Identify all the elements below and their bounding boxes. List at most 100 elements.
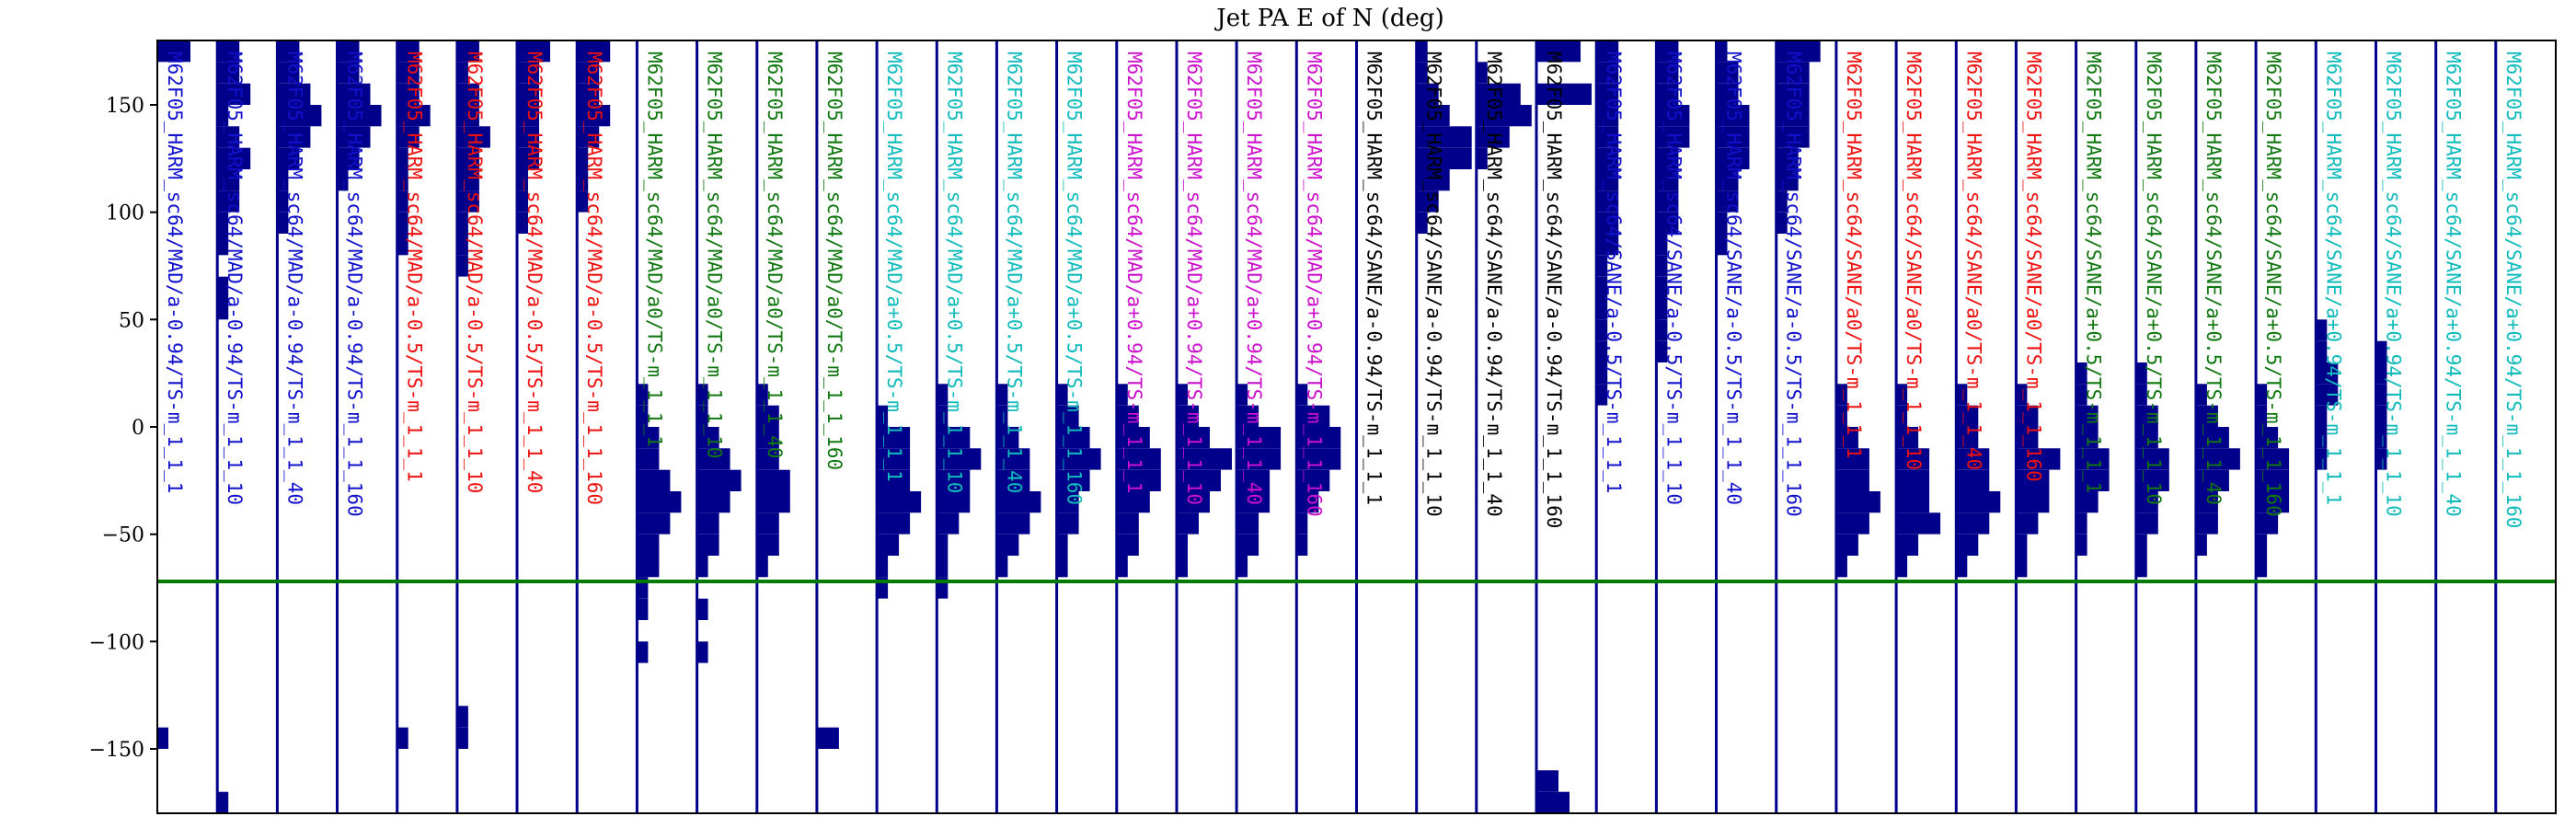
histogram-bar [996, 427, 1019, 449]
histogram-bar [2076, 469, 2110, 491]
column-label: M62F05_HARM_sc64/SANE/a+0.5/TS-m_1_1_10 [2143, 52, 2165, 505]
histogram-bar [1596, 105, 1619, 127]
histogram-bar [1236, 427, 1282, 449]
histogram-column: M62F05_HARM_sc64/SANE/a-0.94/TS-m_1_1_16… [1535, 40, 1592, 813]
histogram-bar [517, 83, 539, 105]
histogram-bar [1596, 276, 1608, 298]
histogram-column: M62F05_HARM_sc64/MAD/a-0.94/TS-m_1_1_40 [275, 40, 322, 813]
column-label: M62F05_HARM_sc64/MAD/a0/TS-m_1_1_160 [823, 52, 845, 470]
histogram-bar [1656, 169, 1679, 191]
histogram-bar [277, 105, 322, 127]
histogram-bar [1716, 190, 1739, 213]
histogram-bar [2195, 534, 2207, 556]
histogram-bar [1896, 448, 1930, 470]
histogram-bar [996, 448, 1030, 470]
histogram-bar [2195, 427, 2229, 449]
histogram-bar [1596, 234, 1619, 256]
histogram-bar [577, 169, 589, 191]
histogram-bar [337, 126, 371, 148]
histogram-bar [577, 62, 600, 84]
histogram-bar [2016, 448, 2061, 470]
histogram-bar [397, 83, 420, 105]
histogram-column: M62F05_HARM_sc64/MAD/a+0.5/TS-m_1_1_1 [875, 40, 922, 813]
histogram-bar [2076, 448, 2110, 470]
histogram-bar [2195, 469, 2229, 491]
column-label: M62F05_HARM_sc64/SANE/a+0.94/TS-m_1_1_40 [2443, 52, 2465, 517]
histogram-bar [397, 147, 408, 169]
histogram-bar [456, 126, 490, 148]
histogram-bar [1896, 534, 1919, 556]
histogram-bar [337, 169, 349, 191]
histogram-bar [217, 169, 240, 191]
histogram-bar [397, 190, 408, 213]
histogram-bar [577, 147, 589, 169]
histogram-bar [1716, 147, 1750, 169]
histogram-bar [456, 212, 468, 234]
column-label: M62F05_HARM_sc64/MAD/a-0.5/TS-m_1_1_10 [464, 52, 486, 493]
histogram-bar [277, 212, 289, 234]
column-label: M62F05_HARM_sc64/MAD/a+0.94/TS-m_1_1_160 [1303, 52, 1325, 517]
histogram-bar [1536, 40, 1581, 63]
histogram-bar [1596, 255, 1608, 277]
histogram-bar [1056, 556, 1068, 578]
histogram-bar [1236, 384, 1248, 406]
histogram-bar [696, 384, 708, 406]
histogram-bar [2135, 384, 2147, 406]
histogram-bar [637, 641, 649, 663]
histogram-bar [696, 556, 708, 578]
histogram-bar [1656, 255, 1668, 277]
histogram-bar [277, 62, 300, 84]
histogram-bar [1476, 83, 1521, 105]
histogram-bar [696, 405, 708, 427]
histogram-bar [877, 427, 911, 449]
histogram-column: M62F05_HARM_sc64/SANE/a0/TS-m_1_1_10 [1894, 40, 1941, 813]
histogram-bar [456, 190, 479, 213]
column-label: M62F05_HARM_sc64/SANE/a-0.94/TS-m_1_1_1 [1363, 52, 1386, 505]
y-tick-label: 50 [119, 309, 144, 332]
histogram-bar [1116, 534, 1139, 556]
histogram-bar [1835, 384, 1847, 406]
histogram-column: M62F05_HARM_sc64/SANE/a-0.5/TS-m_1_1_10 [1654, 40, 1690, 813]
column-label: M62F05_HARM_sc64/SANE/a-0.94/TS-m_1_1_16… [1543, 52, 1565, 528]
histogram-bar [2316, 319, 2328, 341]
histogram-bar [1835, 448, 1869, 470]
histogram-bar [1236, 405, 1259, 427]
histogram-bar [1835, 491, 1880, 513]
histogram-bar [1776, 212, 1788, 234]
histogram-bar [2135, 405, 2158, 427]
histogram-bar [637, 469, 671, 491]
histogram-bar [1177, 427, 1210, 449]
column-label: M62F05_HARM_sc64/SANE/a+0.5/TS-m_1_1_160 [2262, 52, 2284, 517]
histogram-bar [1596, 319, 1608, 341]
histogram-bar [1835, 469, 1869, 491]
histogram-bar [1656, 40, 1679, 63]
histogram-bar [337, 105, 382, 127]
column-label: M62F05_HARM_sc64/MAD/a-0.5/TS-m_1_1_160 [583, 52, 605, 505]
histogram-bar [1177, 448, 1232, 470]
column-label: M62F05_HARM_sc64/SANE/a+0.5/TS-m_1_1_40 [2202, 52, 2225, 505]
histogram-bar [1596, 40, 1619, 63]
histogram-bar [577, 126, 600, 148]
histogram-bar [996, 384, 1008, 406]
histogram-bar [1116, 384, 1128, 406]
histogram-bar [877, 556, 889, 578]
histogram-bar [696, 641, 708, 663]
histogram-bar [2256, 427, 2279, 449]
histogram-column: M62F05_HARM_sc64/MAD/a-0.5/TS-m_1_1_10 [455, 40, 490, 813]
histogram-bar [1116, 469, 1161, 491]
histogram-bar [937, 512, 960, 535]
histogram-column: M62F05_HARM_sc64/MAD/a+0.94/TS-m_1_1_160 [1294, 40, 1341, 813]
histogram-bar [2135, 534, 2147, 556]
histogram-bar [2256, 469, 2290, 491]
histogram-bar [517, 105, 539, 127]
histogram-bar [1716, 83, 1739, 105]
histogram-bar [277, 190, 289, 213]
histogram-bar [1716, 126, 1750, 148]
histogram-bar [1956, 556, 1968, 578]
histogram-bar [1716, 105, 1750, 127]
histogram-bar [1177, 556, 1188, 578]
histogram-bar [1177, 405, 1199, 427]
histogram-bar [1656, 190, 1679, 213]
histogram-bar [1536, 83, 1592, 105]
histogram-bar [1776, 62, 1810, 84]
